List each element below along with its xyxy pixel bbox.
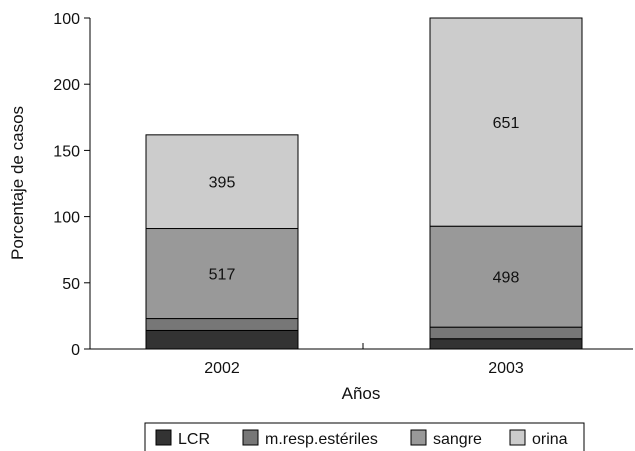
legend-swatch-lcr — [155, 429, 172, 446]
bar-segment-2003-m-resp-est-riles — [429, 326, 583, 340]
data-label: 395 — [209, 175, 236, 192]
x-axis-title: Años — [342, 384, 381, 403]
y-tick-label: 150 — [53, 143, 80, 160]
x-ticks-group: 2002 2003 — [204, 360, 524, 377]
y-tick-label: 100 — [53, 11, 80, 28]
data-label: 498 — [493, 270, 520, 287]
y-tick-label: 200 — [53, 77, 80, 94]
legend-label: LCR — [178, 431, 210, 448]
data-labels-group: 517 395 498 651 — [209, 115, 520, 287]
y-tick-label: 50 — [62, 276, 80, 293]
y-tick-label: 0 — [71, 342, 80, 359]
bar-segment-2003-orina — [429, 17, 583, 227]
legend-swatch-sangre — [410, 429, 427, 446]
data-label: 651 — [493, 115, 520, 132]
y-ticks-group: 0 50 100 150 200 100 — [53, 11, 90, 359]
bar-segment-2002-orina — [145, 134, 299, 230]
y-tick-label: 100 — [53, 210, 80, 227]
x-tick-label: 2002 — [204, 360, 240, 377]
bar-segment-2002-m-resp-est-riles — [145, 318, 299, 331]
legend: LCR m.resp.estériles sangre orina — [144, 422, 585, 451]
bar-segment-2003-lcr — [429, 338, 583, 350]
legend-label: sangre — [433, 431, 482, 448]
data-label: 517 — [209, 267, 236, 284]
x-tick-label: 2003 — [488, 360, 524, 377]
axes-group — [89, 18, 633, 350]
y-axis-title: Porcentaje de casos — [8, 106, 27, 260]
legend-label: m.resp.estériles — [265, 431, 378, 448]
legend-swatch-orina — [509, 429, 526, 446]
legend-label: orina — [532, 431, 568, 448]
legend-swatch-m-resp-est-riles — [242, 429, 259, 446]
bars-group — [145, 17, 583, 350]
bar-segment-2002-lcr — [145, 329, 299, 350]
bar-segment-2003-sangre — [429, 225, 583, 328]
bar-segment-2002-sangre — [145, 228, 299, 320]
